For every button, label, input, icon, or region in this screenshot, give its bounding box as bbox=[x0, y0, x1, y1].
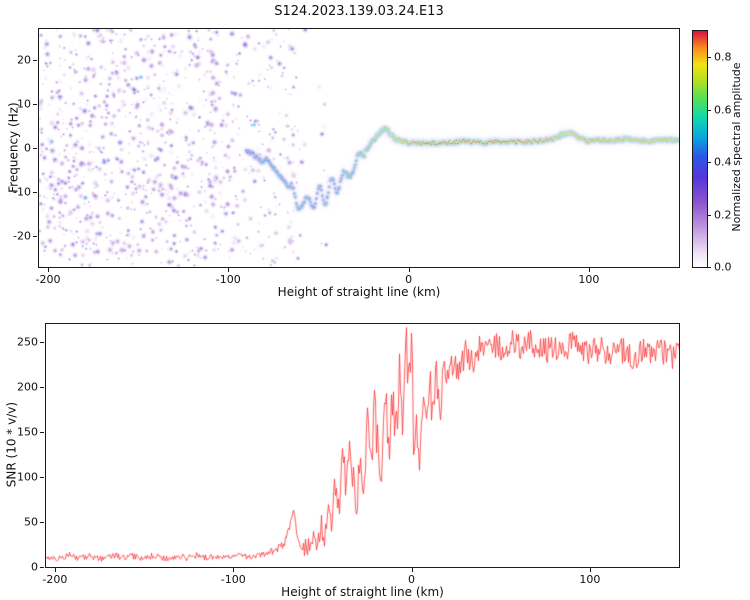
colorbar-label: Normalized spectral amplitude bbox=[729, 62, 743, 232]
spectrogram-y-tick-label: -20 bbox=[13, 229, 31, 243]
spectrogram-y-tick-label: -10 bbox=[13, 185, 31, 199]
figure-title: S124.2023.139.03.24.E13 bbox=[274, 4, 444, 19]
colorbar-tick-label: 0.0 bbox=[714, 260, 732, 274]
snr-y-tick-mark bbox=[40, 342, 44, 343]
colorbar-tick-mark bbox=[708, 162, 711, 164]
spectrogram-y-tick-mark bbox=[33, 192, 37, 194]
colorbar-tick-label: 0.8 bbox=[714, 50, 732, 64]
spectrogram-y-tick-mark bbox=[33, 103, 37, 105]
colorbar-tick-mark bbox=[708, 267, 711, 268]
colorbar-tick-mark bbox=[708, 57, 711, 59]
snr-canvas bbox=[45, 323, 680, 568]
snr-x-tick-label: 100 bbox=[579, 573, 601, 586]
spectrogram-x-tick-label: 100 bbox=[578, 273, 600, 286]
spectrogram-y-tick-mark bbox=[33, 59, 37, 61]
colorbar-tick-mark bbox=[708, 214, 711, 216]
snr-x-tick-label: -100 bbox=[220, 573, 246, 586]
spectrogram-x-tick-label: -200 bbox=[35, 273, 61, 286]
colorbar bbox=[692, 30, 708, 268]
snr-axis-label: SNR (10 * v/v) bbox=[4, 401, 19, 488]
spectrogram-x-tick-mark bbox=[588, 268, 590, 272]
spectrogram-y-tick-label: 0 bbox=[24, 141, 31, 155]
spectrogram-x-tick-mark bbox=[408, 268, 410, 272]
spectrogram-canvas bbox=[38, 28, 680, 268]
snr-x-tick-mark bbox=[54, 568, 56, 572]
snr-y-tick-label: 100 bbox=[17, 470, 38, 484]
snr-x-tick-label: 0 bbox=[408, 573, 416, 586]
snr-y-tick-mark bbox=[40, 522, 44, 523]
spectrogram-x-tick-label: 0 bbox=[405, 273, 413, 286]
spectrogram-y-tick-mark bbox=[33, 148, 37, 149]
spectrogram-x-tick-mark bbox=[228, 268, 230, 272]
spectrogram-y-tick-mark bbox=[33, 236, 37, 238]
colorbar-tick-label: 0.6 bbox=[714, 103, 732, 117]
snr-y-tick-mark bbox=[40, 567, 44, 568]
snr-y-tick-label: 50 bbox=[24, 515, 38, 529]
snr-x-tick-mark bbox=[589, 568, 591, 572]
snr-x-tick-mark bbox=[233, 568, 235, 572]
snr-y-tick-mark bbox=[40, 477, 44, 478]
colorbar-tick-label: 0.4 bbox=[714, 155, 732, 169]
snr-y-tick-label: 250 bbox=[17, 335, 38, 349]
spectrogram-x-tick-label: -100 bbox=[215, 273, 241, 286]
spectrogram-x-axis-label: Height of straight line (km) bbox=[277, 285, 441, 299]
snr-y-tick-mark bbox=[40, 387, 44, 388]
snr-y-tick-label: 0 bbox=[31, 560, 38, 574]
spectrogram-x-tick-mark bbox=[48, 268, 49, 272]
colorbar-tick-label: 0.2 bbox=[714, 208, 732, 222]
snr-y-tick-label: 200 bbox=[17, 380, 38, 394]
spectrogram-y-tick-label: 20 bbox=[17, 53, 31, 67]
snr-x-tick-mark bbox=[411, 568, 413, 572]
colorbar-tick-mark bbox=[708, 109, 711, 111]
spectrogram-y-tick-label: 10 bbox=[17, 97, 31, 111]
snr-y-tick-label: 150 bbox=[17, 425, 38, 439]
snr-y-tick-mark bbox=[40, 432, 44, 433]
snr-x-axis-label: Height of straight line (km) bbox=[281, 585, 444, 599]
snr-x-tick-label: -200 bbox=[42, 573, 68, 586]
